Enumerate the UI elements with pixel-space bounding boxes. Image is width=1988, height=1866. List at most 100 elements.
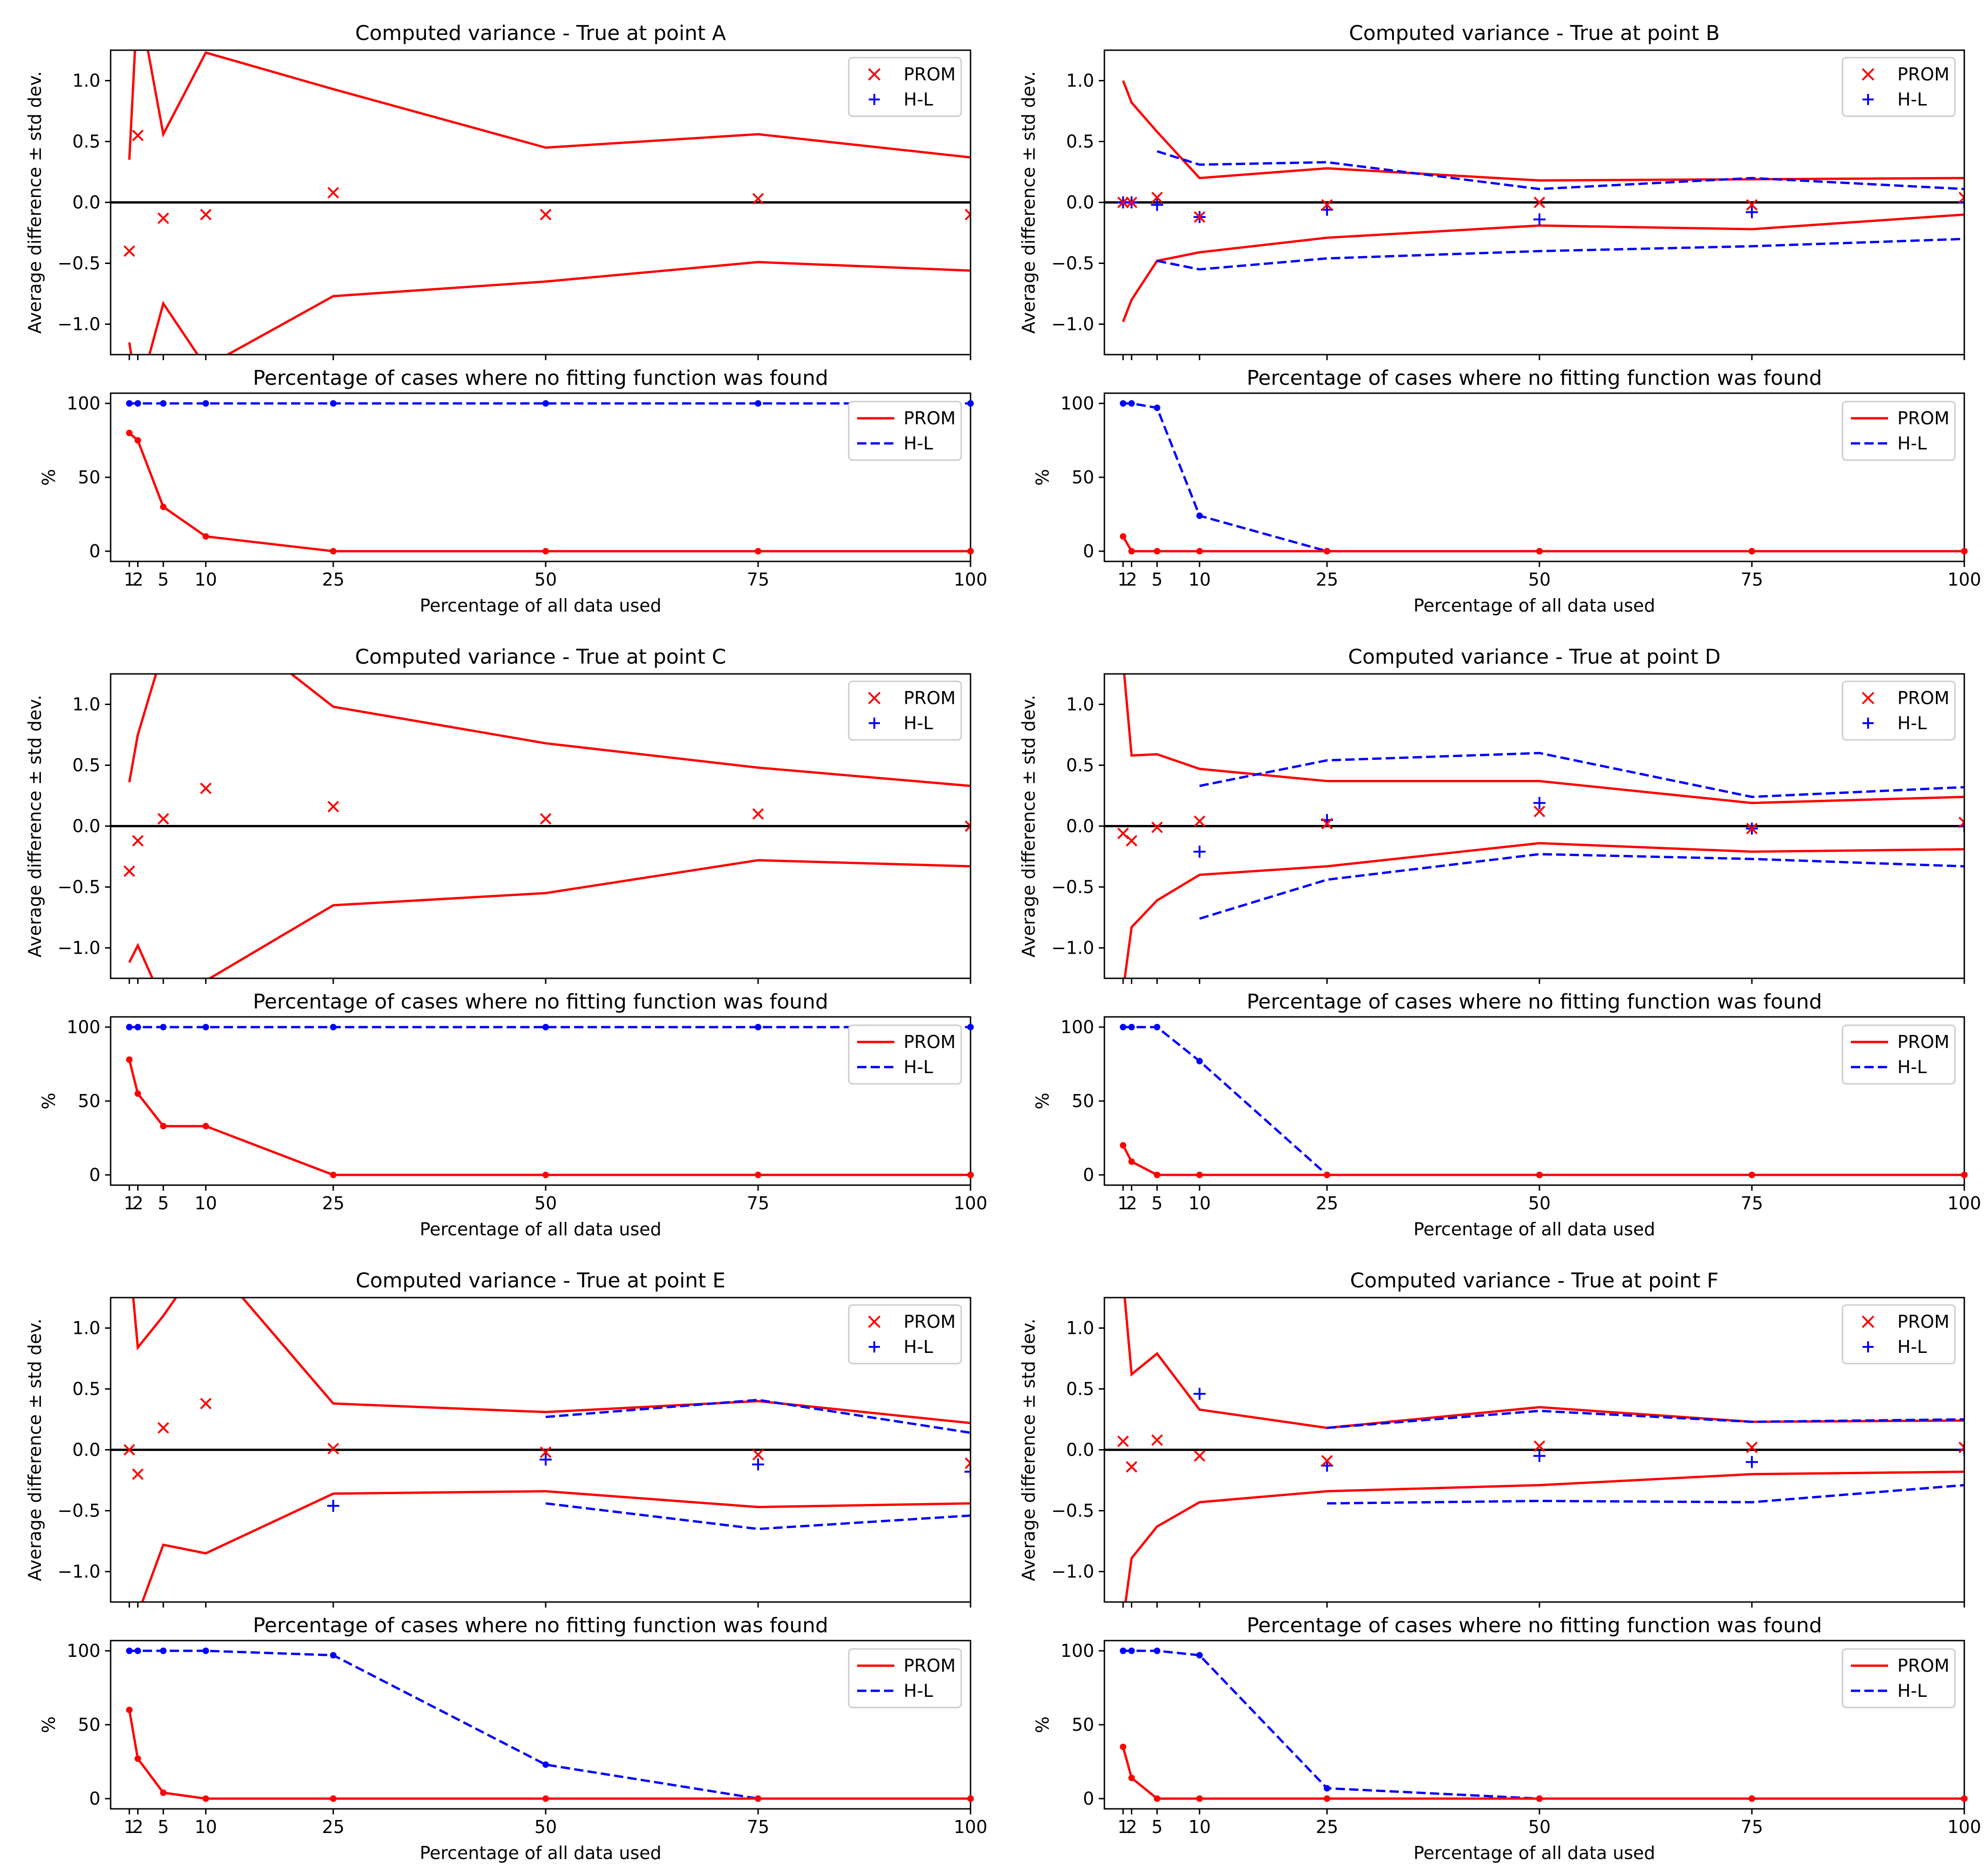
- prom-failure-point: [1120, 1142, 1127, 1149]
- variance-legend: PROM H-L: [848, 680, 962, 741]
- hl-failure-point: [160, 400, 167, 407]
- prom-mean-marker: [1194, 211, 1206, 223]
- failure-x-label: Percentage of all data used: [420, 595, 661, 616]
- y-tick-label: −1.0: [1051, 314, 1094, 335]
- hl-failure-point: [967, 1024, 974, 1030]
- y-tick-label: 0: [89, 1788, 100, 1809]
- hl-failure-point: [1196, 512, 1203, 519]
- hl-failure-point: [126, 1648, 133, 1654]
- prom-failure-line: [128, 432, 971, 553]
- y-tick-label: 0.5: [1066, 755, 1094, 776]
- prom-mean-marker: [1194, 1450, 1206, 1462]
- y-tick-label: 0.0: [1066, 192, 1094, 213]
- prom-failure-point: [202, 1795, 209, 1802]
- y-tick-label: 1.0: [73, 694, 100, 715]
- prom-failure-point: [1128, 1158, 1135, 1165]
- legend-box: [848, 401, 962, 461]
- prom-mean-marker: [1321, 818, 1333, 830]
- hl-failure-point: [1120, 400, 1127, 407]
- legend-label-prom: PROM: [904, 1312, 956, 1332]
- failure-legend: PROM H-L: [1842, 1024, 1956, 1085]
- prom-failure-point: [1323, 1172, 1330, 1178]
- x-tick-label: 10: [195, 1817, 217, 1837]
- legend-x-marker-icon: [1862, 692, 1875, 705]
- legend-label-prom: PROM: [1897, 1312, 1949, 1332]
- hl-lower-line: [1327, 1484, 1964, 1505]
- y-tick-label: −1.0: [58, 314, 100, 335]
- failure-x-label: Percentage of all data used: [1413, 595, 1655, 616]
- prom-failure-point: [1536, 1795, 1543, 1802]
- hl-lower-line: [1199, 853, 1964, 920]
- hl-lower-line: [1156, 237, 1964, 271]
- legend-label-prom: PROM: [904, 1655, 956, 1676]
- hl-mean-marker: [1193, 845, 1206, 858]
- x-tick-label: 2: [1126, 1817, 1137, 1837]
- prom-failure-point: [134, 437, 141, 444]
- x-tick-label: 2: [132, 569, 143, 590]
- hl-mean-marker: [752, 1458, 764, 1470]
- prom-mean-marker: [327, 187, 339, 198]
- y-tick-label: −1.0: [58, 938, 100, 958]
- x-tick-label: 75: [1741, 1193, 1763, 1213]
- failure-legend: PROM H-L: [848, 1648, 962, 1708]
- prom-mean-marker: [752, 808, 764, 820]
- prom-failure-point: [126, 1707, 133, 1714]
- hl-failure-point: [542, 1024, 549, 1030]
- prom-upper-line: [1123, 1298, 1964, 1429]
- prom-failure-point: [160, 1789, 167, 1796]
- hl-mean-marker: [539, 1453, 552, 1466]
- prom-mean-marker: [123, 865, 135, 877]
- hl-failure-point: [126, 400, 133, 407]
- prom-failure-point: [1961, 1795, 1968, 1802]
- variance-panel-E: −1.0 −0.5 0.0 0.5 1.0 Computed variance - Tru…: [25, 1269, 971, 1608]
- prom-mean-marker: [964, 209, 971, 221]
- x-tick-label: 1: [124, 1817, 135, 1837]
- y-tick-label: 1.0: [1066, 71, 1094, 91]
- y-tick-label: 50: [78, 1714, 100, 1735]
- hl-upper-line: [545, 1398, 971, 1434]
- hl-upper-line: [1156, 150, 1964, 191]
- variance-plot-area: [111, 50, 971, 355]
- prom-mean-marker: [1746, 1441, 1758, 1453]
- prom-mean-marker: [200, 1398, 212, 1410]
- prom-mean-marker: [1321, 1455, 1333, 1467]
- prom-failure-point: [160, 503, 167, 510]
- failure-title: Percentage of cases where no fitting fun…: [1247, 1614, 1822, 1637]
- x-tick-label: 2: [1126, 1193, 1137, 1213]
- legend-x-marker-icon: [868, 68, 881, 81]
- failure-axes-frame: [110, 1640, 971, 1810]
- x-tick-label: 25: [322, 1193, 344, 1213]
- x-tick-label: 100: [954, 1817, 988, 1837]
- legend-label-hl: H-L: [904, 1057, 933, 1077]
- hl-failure-point: [1154, 1648, 1161, 1654]
- failure-legend: PROM H-L: [848, 1024, 962, 1085]
- y-tick-label: 0: [1083, 541, 1094, 561]
- prom-failure-point: [1536, 1172, 1543, 1178]
- hl-mean-marker: [1193, 1387, 1206, 1400]
- prom-mean-marker: [132, 835, 144, 847]
- y-tick-label: 100: [66, 1641, 100, 1661]
- prom-failure-point: [330, 1795, 337, 1802]
- variance-plot-area: [111, 674, 971, 978]
- x-tick-label: 50: [535, 1817, 557, 1837]
- prom-lower-line: [1122, 213, 1964, 323]
- prom-mean-marker: [540, 1446, 552, 1458]
- legend-box: [848, 1024, 962, 1085]
- failure-axes-frame: [1103, 1016, 1965, 1186]
- y-tick-label: −1.0: [1051, 1562, 1094, 1582]
- y-tick-label: −0.5: [1051, 253, 1094, 274]
- y-tick-label: 100: [1060, 1641, 1094, 1661]
- x-tick-label: 50: [1528, 1817, 1551, 1837]
- y-tick-label: −1.0: [58, 1562, 100, 1582]
- variance-title: Computed variance - True at point E: [356, 1269, 725, 1292]
- prom-mean-marker: [1126, 1461, 1137, 1473]
- legend-label-prom: PROM: [1897, 64, 1949, 85]
- variance-title: Computed variance - True at point C: [355, 645, 726, 669]
- failure-axes-frame: [110, 1016, 971, 1186]
- prom-failure-point: [330, 548, 337, 554]
- prom-lower-line: [128, 859, 971, 978]
- prom-failure-point: [754, 548, 761, 554]
